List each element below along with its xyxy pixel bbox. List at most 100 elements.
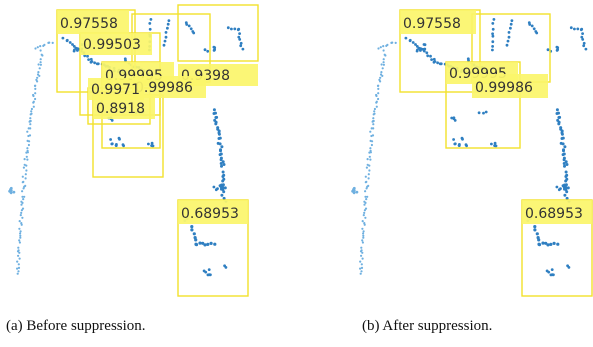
panel-b-point-70 (362, 214, 365, 217)
panel-b-point-152 (423, 43, 427, 47)
panel-a-point-96 (39, 45, 42, 48)
panel-b-point-179 (569, 26, 573, 30)
panel-a-point-249 (110, 119, 114, 122)
panel-b-point-4 (382, 61, 385, 64)
panel-b-point-196 (555, 108, 559, 112)
panel-a-point-56 (22, 180, 25, 183)
panel-b-point-24 (373, 107, 376, 111)
panel-b-point-174 (528, 23, 532, 26)
panel-b-point-7 (381, 67, 384, 70)
panel-a-point-184 (238, 32, 242, 35)
panel-b-score-label-bg-0 (400, 10, 476, 34)
panel-b-point-255 (457, 144, 461, 147)
panel-a-point-54 (24, 177, 27, 180)
panel-a-point-196 (212, 108, 216, 112)
panel-a-point-98 (43, 43, 46, 47)
panel-b-point-249 (453, 119, 457, 122)
panel-b-point-244 (557, 188, 561, 192)
panel-a-point-105 (12, 190, 16, 194)
panel-a-point-221 (219, 162, 223, 165)
panel-b-point-0 (382, 49, 385, 52)
panel-b-point-139 (467, 59, 470, 62)
panel-a-point-285 (204, 270, 208, 274)
panel-a-point-2 (41, 54, 44, 57)
panel-b-point-81 (361, 241, 364, 244)
panel-a-point-22 (32, 101, 35, 104)
panel-b-point-61 (364, 195, 367, 198)
panel-b-point-248 (450, 116, 454, 120)
panel-a-point-34 (29, 127, 32, 130)
panel-a-score-label-bg-0 (57, 10, 129, 34)
panel-b-point-92 (360, 270, 363, 273)
panel-b-point-82 (360, 246, 363, 249)
panel-a-point-256 (118, 137, 121, 141)
panel-a-point-89 (17, 263, 20, 266)
panel-a-point-288 (223, 264, 227, 268)
panel-b-point-268 (533, 225, 537, 229)
panel-a-point-237 (212, 185, 216, 189)
panel-a-point-189 (241, 47, 245, 51)
panel-b-point-163 (491, 40, 495, 44)
panel-a-point-5 (37, 63, 40, 66)
panel-a-point-82 (17, 246, 20, 249)
panel-b-point-172 (505, 43, 509, 47)
panel-a-point-210 (217, 137, 221, 140)
panel-b-point-233 (563, 193, 567, 197)
panel-a-point-111 (68, 41, 72, 44)
panel-a-point-28 (29, 117, 32, 120)
panel-a-point-234 (222, 196, 226, 200)
panel-b-score-label-bg-2 (472, 74, 548, 98)
panel-b-point-217 (561, 153, 565, 157)
panel-a-point-23 (32, 105, 35, 108)
panel-a-point-220 (221, 160, 225, 164)
panel-b-point-91 (359, 267, 362, 270)
panel-b-point-165 (491, 48, 494, 52)
panel-a-point-78 (19, 234, 22, 237)
panel-b-point-90 (360, 266, 364, 269)
panel-a-point-81 (18, 241, 21, 244)
panel-b-point-8 (380, 71, 383, 74)
panel-a-point-127 (96, 62, 100, 66)
panel-b-point-112 (414, 43, 417, 46)
panel-b-point-226 (564, 175, 568, 178)
panel-a-point-223 (220, 164, 223, 168)
panel-b-point-107 (352, 191, 356, 195)
panel-b-point-215 (562, 148, 565, 152)
panel-b-point-167 (509, 22, 513, 26)
panel-a-point-222 (222, 163, 226, 166)
panel-a-point-24 (30, 107, 33, 111)
panel-b-point-187 (582, 41, 586, 45)
panel-a-point-270 (192, 232, 196, 236)
panel-a-point-0 (39, 49, 42, 52)
panel-b-point-95 (379, 46, 382, 49)
panel-b-point-117 (422, 49, 426, 53)
panel-b-point-170 (507, 35, 511, 39)
panel-b-point-279 (552, 241, 556, 245)
panel-a-point-268 (190, 225, 194, 229)
panel-a-point-200 (214, 116, 218, 119)
panel-b-point-221 (562, 162, 566, 165)
panel-b-point-80 (361, 239, 364, 242)
panel-b-point-54 (367, 177, 370, 180)
panel-a-point-88 (16, 260, 19, 263)
panel-b-point-34 (372, 127, 375, 130)
panel-b-point-158 (492, 18, 496, 21)
panel-a-point-8 (37, 71, 40, 74)
panel-b-point-44 (369, 151, 372, 154)
panel-b-point-100 (391, 41, 394, 44)
panel-a-point-188 (239, 44, 243, 48)
panel-a-point-257 (110, 142, 114, 146)
panel-b-point-195 (555, 45, 559, 49)
panel-a-point-13 (36, 80, 39, 83)
panel-b-point-283 (549, 273, 553, 277)
panel-a-point-224 (221, 170, 225, 174)
panel-a-point-255 (114, 144, 118, 147)
panel-a-point-159 (148, 22, 152, 25)
panel-a-point-158 (149, 18, 153, 21)
panel-b-point-79 (362, 236, 365, 239)
panel-a-point-75 (18, 227, 21, 230)
panel-a-point-67 (21, 207, 25, 210)
panel-a-point-180 (230, 27, 233, 31)
panel-a-point-53 (21, 175, 24, 178)
